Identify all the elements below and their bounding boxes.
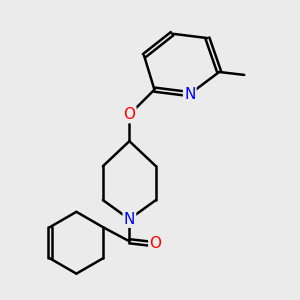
Text: N: N	[124, 212, 135, 227]
Text: N: N	[184, 87, 195, 102]
Text: O: O	[123, 107, 135, 122]
Text: O: O	[149, 236, 161, 251]
